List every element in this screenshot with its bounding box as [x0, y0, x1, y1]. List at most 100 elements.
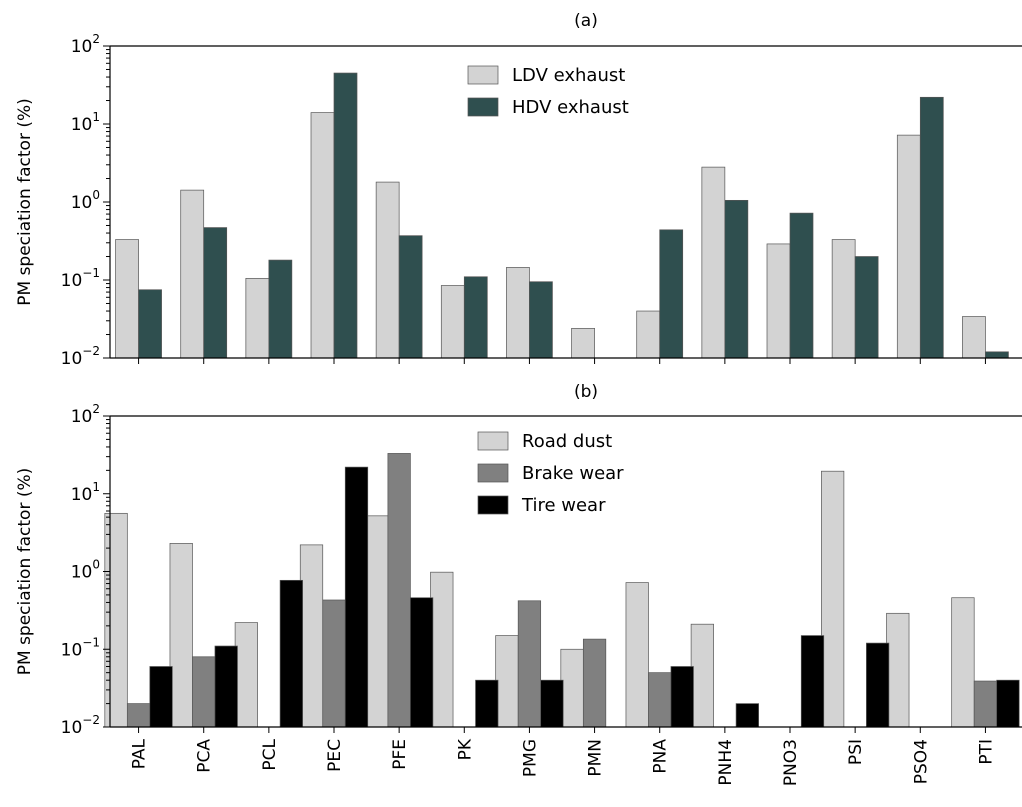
x-tick-label-pmg: PMG	[520, 739, 540, 777]
bar-ldv-exhaust-pcl	[245, 277, 270, 359]
bar-ldv-exhaust-pmn	[571, 327, 595, 359]
y-tick-exponent: 0	[92, 558, 100, 572]
x-tick-label-pfe: PFE	[390, 739, 410, 770]
bar-hdv-exhaust-pmg	[529, 281, 553, 359]
y-tick-label: 100	[71, 558, 100, 583]
y-tick-label: 102	[71, 402, 100, 427]
bar-hdv-exhaust-psi	[854, 256, 879, 359]
bar-hdv-exhaust-pec	[333, 72, 358, 359]
y-tick-exponent: 2	[92, 32, 100, 46]
y-tick-base: 10	[61, 271, 83, 291]
bar-tire-wear-pca	[214, 645, 238, 728]
y-tick-label: 10−1	[61, 635, 100, 660]
x-tick-label-pcl: PCL	[260, 738, 280, 770]
x-tick-label-pno3: PNO3	[781, 739, 801, 786]
bar-road-dust-pal	[104, 512, 128, 728]
legend-label: Tire wear	[521, 495, 606, 516]
bar-brake-wear-pfe	[387, 453, 411, 728]
bar-tire-wear-pcl	[279, 579, 303, 728]
bar-hdv-exhaust-pnh4	[724, 199, 749, 359]
bar-ldv-exhaust-pal	[115, 239, 139, 359]
bar-ldv-exhaust-pca	[180, 189, 205, 359]
bar-road-dust-pti	[951, 597, 975, 728]
bar-brake-wear-pmg	[517, 600, 542, 728]
y-tick-base: 10	[71, 485, 93, 505]
legend-label: Road dust	[522, 431, 612, 452]
legend-label: Brake wear	[522, 463, 624, 484]
y-tick-base: 10	[61, 718, 83, 738]
bar-road-dust-pcl	[234, 622, 258, 728]
bar-tire-wear-pno3	[800, 635, 825, 728]
legend-swatch	[467, 65, 499, 85]
y-tick-label: 10−1	[61, 266, 100, 291]
y-tick-exponent: 1	[92, 110, 100, 124]
bar-ldv-exhaust-pmg	[506, 267, 530, 359]
bar-hdv-exhaust-pno3	[789, 212, 814, 359]
legend-label: HDV exhaust	[512, 97, 629, 118]
bar-tire-wear-psi	[866, 642, 890, 728]
panel-title: (b)	[574, 382, 598, 402]
bar-hdv-exhaust-pca	[203, 227, 228, 359]
y-tick-label: 102	[71, 32, 100, 57]
x-tick-label-pna: PNA	[651, 739, 671, 774]
y-tick-label: 101	[71, 480, 100, 505]
bar-ldv-exhaust-pec	[310, 112, 335, 359]
bar-tire-wear-pnh4	[735, 703, 759, 728]
bar-ldv-exhaust-pnh4	[701, 166, 726, 359]
bar-road-dust-pk	[430, 571, 454, 728]
bar-brake-wear-pal	[126, 703, 151, 728]
y-tick-base: 10	[71, 37, 93, 57]
y-tick-label: 100	[71, 188, 100, 213]
y-tick-exponent: −1	[82, 266, 100, 280]
bar-road-dust-pca	[169, 543, 193, 728]
y-tick-exponent: 2	[92, 402, 100, 416]
bar-brake-wear-pmn	[582, 638, 607, 728]
bar-ldv-exhaust-pfe	[375, 181, 400, 359]
bar-hdv-exhaust-pcl	[268, 259, 293, 359]
bar-brake-wear-pec	[322, 599, 346, 728]
x-tick-label-pk: PK	[455, 738, 475, 760]
panel-a: (a)PM speciation factor (%)10−210−110010…	[15, 11, 1022, 369]
panel-b: (b)PM speciation factor (%)10−210−110010…	[15, 382, 1022, 786]
bar-road-dust-psi	[821, 470, 845, 728]
x-tick-label-pca: PCA	[195, 739, 215, 773]
x-tick-label-pmn: PMN	[586, 739, 606, 777]
bar-hdv-exhaust-pfe	[398, 235, 423, 359]
bar-road-dust-pna	[625, 582, 649, 728]
x-tick-label-psi: PSI	[846, 739, 866, 765]
bar-tire-wear-pmg	[540, 679, 564, 728]
bar-brake-wear-pna	[648, 672, 672, 728]
bar-tire-wear-pna	[670, 666, 694, 728]
bar-tire-wear-pec	[344, 466, 369, 728]
y-axis-label: PM speciation factor (%)	[15, 98, 35, 306]
legend-swatch	[477, 495, 509, 515]
bar-road-dust-pfe	[365, 515, 389, 728]
bar-ldv-exhaust-psi	[831, 239, 856, 359]
bar-ldv-exhaust-pno3	[766, 243, 791, 359]
y-tick-base: 10	[71, 563, 93, 583]
bar-hdv-exhaust-pk	[463, 276, 488, 359]
y-tick-base: 10	[61, 349, 83, 369]
bar-road-dust-pmn	[560, 648, 584, 728]
legend-swatch	[477, 431, 509, 451]
bar-tire-wear-pfe	[410, 597, 434, 728]
bar-ldv-exhaust-pti	[962, 316, 986, 359]
x-tick-label-pti: PTI	[976, 739, 996, 765]
y-tick-exponent: −2	[82, 344, 100, 358]
panel-title: (a)	[574, 11, 598, 31]
bar-brake-wear-pca	[192, 656, 216, 728]
x-tick-label-pnh4: PNH4	[716, 739, 736, 786]
y-tick-label: 10−2	[61, 344, 100, 369]
bar-road-dust-pec	[299, 544, 324, 728]
bar-tire-wear-pal	[149, 666, 173, 728]
y-tick-exponent: 0	[92, 188, 100, 202]
x-tick-label-pso4: PSO4	[911, 739, 931, 784]
y-tick-exponent: −1	[82, 635, 100, 649]
legend-label: LDV exhaust	[512, 65, 625, 86]
y-tick-label: 101	[71, 110, 100, 135]
legend-swatch	[477, 463, 509, 483]
bar-ldv-exhaust-pk	[440, 285, 465, 359]
bar-hdv-exhaust-pti	[985, 351, 1009, 359]
y-tick-base: 10	[71, 193, 93, 213]
